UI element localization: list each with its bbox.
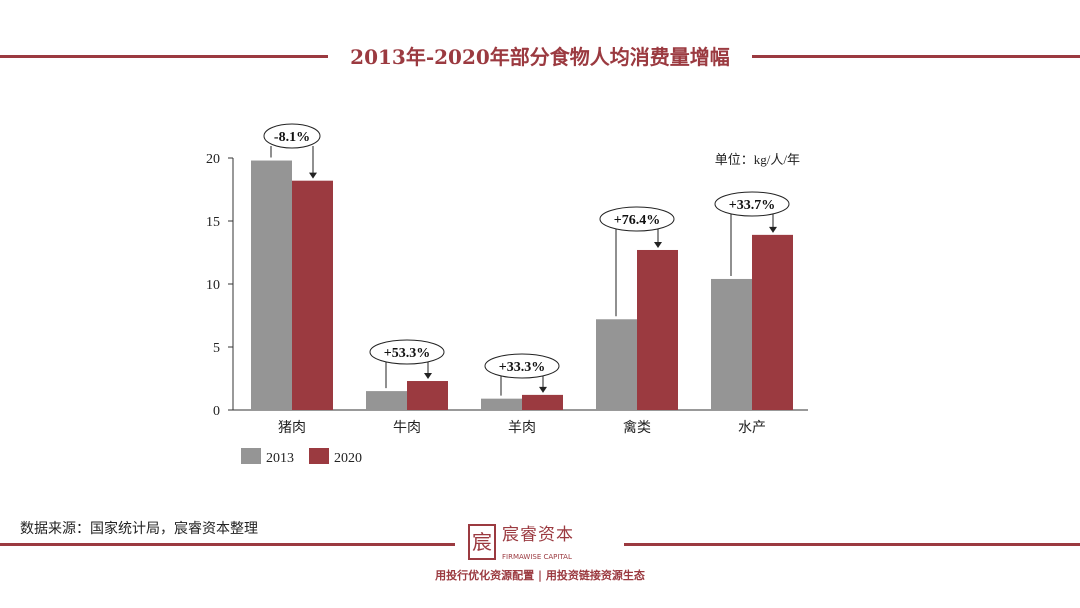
annotation-bubble	[714, 191, 790, 217]
annotation-label: +53.3%	[384, 346, 430, 361]
bar-chart: 0 5 10 15 20 单位：kg/人/年猪肉 -8.1% 牛肉 +53.3% 羊肉 +33.3%…	[206, 123, 808, 466]
annotation-label: +33.3%	[499, 360, 545, 375]
source-note: 数据来源：国家统计局，宸睿资本整理	[20, 521, 258, 537]
bar-2013	[481, 398, 522, 410]
logo-mark: 宸	[468, 524, 496, 560]
title-rule-right	[752, 55, 1080, 58]
company-logo: 宸 宸睿资本 FIRMAWISE CAPITAL	[468, 524, 618, 566]
y-tick-label: 20	[206, 152, 220, 167]
annotation-bubble	[599, 206, 675, 232]
footer-rule-right	[624, 543, 1080, 546]
annotation-bubble	[484, 353, 560, 379]
bar-2013	[596, 319, 637, 410]
footer-rule-left	[0, 543, 455, 546]
bar-2013	[366, 391, 407, 410]
bar-2020	[522, 394, 563, 410]
y-tick-label: 10	[206, 278, 220, 293]
bar-2013	[251, 160, 292, 410]
unit-label: 单位：kg/人/年	[715, 152, 800, 167]
annotation-label: +33.7%	[729, 198, 775, 213]
y-tick-label: 5	[213, 341, 220, 356]
bar-2020	[407, 381, 448, 410]
bar-2020	[637, 249, 678, 410]
bar-2020	[752, 234, 793, 410]
legend-swatch-2013	[241, 448, 261, 464]
x-tick-label: 牛肉	[393, 420, 421, 436]
legend-swatch-2020	[309, 448, 329, 464]
bar-2013	[711, 278, 752, 410]
arrow-head	[769, 226, 777, 233]
legend-label-2013: 2013	[266, 451, 294, 466]
annotation-label: +76.4%	[614, 213, 660, 228]
arrow-head	[309, 172, 317, 179]
slogan: 用投行优化资源配置 | 用投资链接资源生态	[435, 569, 645, 582]
y-tick-label: 15	[206, 215, 220, 230]
logo-name-en: FIRMAWISE CAPITAL	[502, 553, 572, 561]
annotation-bubble	[369, 339, 445, 365]
arrow-head	[539, 386, 547, 393]
page-title: 2013年-2020年部分食物人均消费量增幅	[350, 45, 730, 69]
annotation-label: -8.1%	[274, 130, 310, 145]
arrow-head	[654, 241, 662, 248]
arrow-head	[424, 373, 432, 380]
annotation-bubble	[263, 123, 321, 149]
logo-name-cn: 宸睿资本	[502, 525, 574, 545]
bar-2020	[292, 180, 333, 410]
x-tick-label: 水产	[738, 420, 766, 436]
x-tick-label: 禽类	[623, 419, 651, 436]
y-tick-label: 0	[213, 404, 220, 419]
x-tick-label: 猪肉	[278, 420, 306, 436]
title-rule-left	[0, 55, 328, 58]
legend-label-2020: 2020	[334, 451, 362, 466]
x-tick-label: 羊肉	[508, 420, 536, 436]
